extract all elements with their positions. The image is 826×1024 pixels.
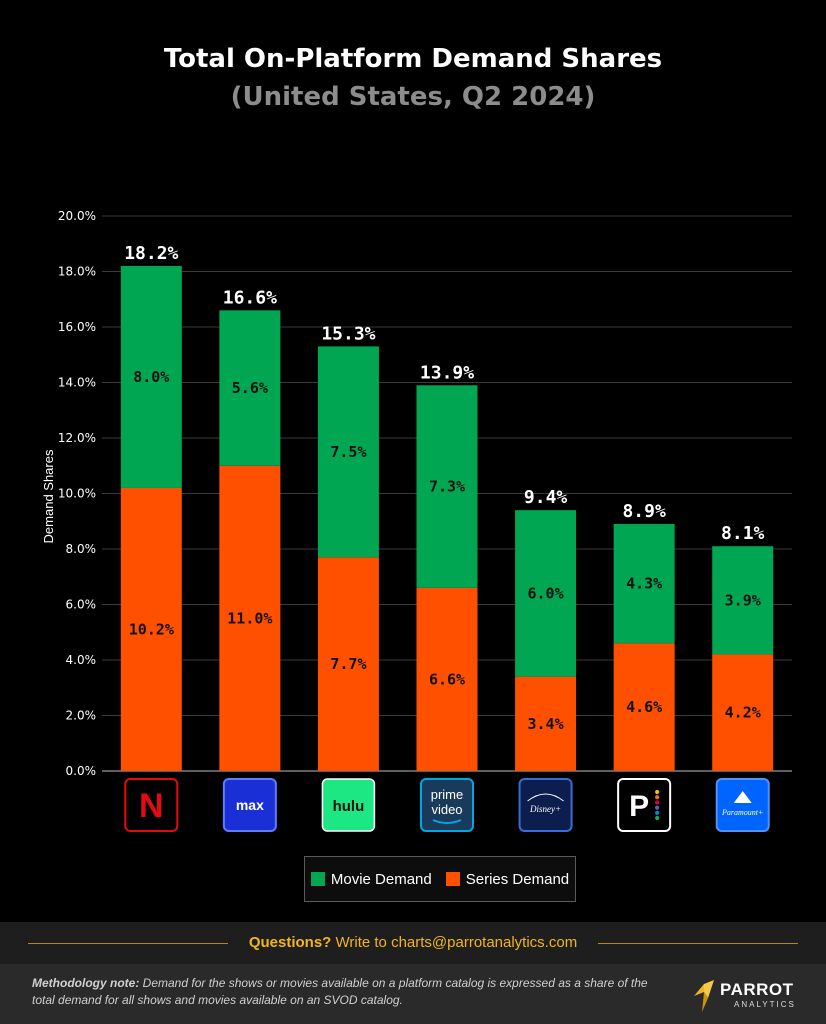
legend-label-movie: Movie Demand (330, 870, 432, 888)
bar-series-6 (712, 654, 774, 771)
data-label-series: 7.7% (330, 655, 366, 673)
data-label-series: 4.6% (626, 698, 662, 716)
y-tick-label: 4.0% (66, 653, 97, 667)
data-label-total: 8.1% (721, 523, 765, 544)
data-label-movie: 7.5% (330, 443, 366, 461)
parrot-analytics-logo: PARROT ANALYTICS (692, 976, 802, 1016)
y-tick-label: 8.0% (66, 542, 97, 556)
footer-bar: Questions? Write to charts@parrotanalyti… (0, 922, 826, 964)
data-label-total: 9.4% (524, 487, 568, 508)
footer-contact: Questions? Write to charts@parrotanalyti… (0, 934, 826, 951)
legend-swatch-series (445, 872, 460, 886)
data-label-total: 15.3% (321, 323, 375, 344)
legend-swatch-movie (310, 872, 325, 886)
svg-text:prime: prime (431, 787, 464, 802)
bar-series-0 (120, 487, 182, 771)
y-tick-label: 12.0% (58, 431, 96, 445)
footer-divider-right (598, 943, 798, 944)
bar-movie-6 (712, 546, 774, 655)
disney-plus-logo: Disney+ (518, 778, 573, 832)
svg-text:video: video (431, 802, 462, 817)
data-label-series: 10.2% (129, 620, 174, 638)
legend-item-series: Series Demand (445, 870, 570, 888)
methodology-label: Methodology note: (32, 976, 140, 990)
bar-series-2 (317, 557, 379, 771)
bar-movie-1 (219, 310, 281, 466)
bar-series-1 (219, 465, 281, 771)
data-label-total: 18.2% (124, 243, 178, 264)
legend-item-movie: Movie Demand (310, 870, 432, 888)
svg-text:max: max (236, 797, 264, 813)
y-tick-label: 14.0% (58, 376, 96, 390)
data-label-movie: 4.3% (626, 575, 662, 593)
data-label-total: 16.6% (223, 287, 277, 308)
y-tick-label: 0.0% (66, 764, 97, 778)
brand-sub: ANALYTICS (734, 1000, 796, 1009)
svg-text:hulu: hulu (333, 798, 365, 815)
netflix-logo: N (124, 778, 179, 832)
data-label-total: 13.9% (420, 362, 474, 383)
max-logo: max (222, 778, 277, 832)
bar-movie-0 (120, 265, 182, 488)
methodology-text: Demand for the shows or movies available… (32, 976, 648, 1007)
chart-title: Total On-Platform Demand Shares (163, 44, 663, 74)
data-label-movie: 8.0% (133, 368, 169, 386)
peacock-logo: P (617, 778, 672, 832)
bar-series-5 (613, 643, 675, 771)
bar-movie-5 (613, 524, 675, 644)
svg-text:N: N (139, 787, 164, 825)
y-tick-label: 2.0% (66, 709, 97, 723)
y-tick-label: 20.0% (58, 209, 96, 223)
data-label-movie: 7.3% (429, 478, 465, 496)
data-label-movie: 5.6% (232, 379, 268, 397)
legend-label-series: Series Demand (465, 870, 570, 888)
y-tick-label: 18.0% (58, 265, 96, 279)
methodology-area: Methodology note: Demand for the shows o… (0, 964, 826, 1024)
footer-divider-left (28, 943, 228, 944)
y-tick-label: 16.0% (58, 320, 96, 334)
chart-legend: Movie Demand Series Demand (304, 856, 576, 902)
bar-movie-2 (317, 346, 379, 558)
svg-text:P: P (629, 790, 649, 823)
data-label-movie: 3.9% (725, 591, 761, 609)
data-label-total: 8.9% (622, 501, 666, 522)
data-label-series: 3.4% (528, 715, 564, 733)
chart-subtitle: (United States, Q2 2024) (230, 82, 596, 112)
paramount-plus-logo: Paramount+ (715, 778, 770, 832)
data-label-series: 11.0% (227, 609, 272, 627)
hulu-logo: hulu (321, 778, 376, 832)
data-label-series: 6.6% (429, 670, 465, 688)
svg-text:Disney+: Disney+ (529, 804, 561, 814)
stacked-bar-chart: 0.0% 2.0% 4.0% 6.0% 8.0% 10.0% 12.0% 14.0% 16.0%… (41, 209, 792, 832)
footer-contact-email[interactable]: Write to charts@parrotanalytics.com (331, 934, 578, 951)
data-label-movie: 6.0% (528, 584, 564, 602)
bar-series-3 (416, 587, 478, 771)
brand-name: PARROT (720, 980, 794, 999)
bar-movie-4 (515, 510, 577, 677)
footer-questions-label: Questions? (248, 934, 332, 951)
bar-movie-3 (416, 385, 478, 588)
bar-series-4 (515, 676, 577, 771)
svg-text:Paramount+: Paramount+ (721, 808, 763, 817)
y-tick-label: 6.0% (66, 598, 97, 612)
parrot-bird-icon (694, 980, 714, 1012)
y-axis-title: Demand Shares (41, 449, 56, 543)
data-label-series: 4.2% (725, 704, 761, 722)
y-tick-label: 10.0% (58, 487, 96, 501)
methodology-note: Methodology note: Demand for the shows o… (32, 975, 652, 1009)
